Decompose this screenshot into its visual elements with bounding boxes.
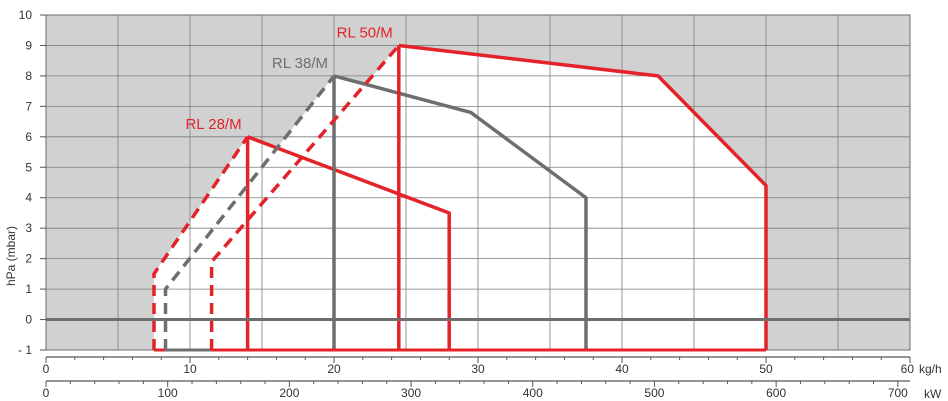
max-output-envelope [333, 74, 588, 350]
x-primary-tick-label: 40 [615, 362, 629, 376]
x-secondary-tick-label: 300 [401, 386, 421, 400]
y-tick-label: 4 [25, 191, 32, 205]
min-output-boundary [163, 74, 336, 350]
series-layer: RL 28/M RL 38/M RL 50/M [152, 24, 768, 352]
min-output-boundary [209, 44, 401, 350]
y-tick-label: 5 [25, 160, 32, 174]
x-primary-tick-label: 0 [43, 362, 50, 376]
y-tick-label: 3 [25, 221, 32, 235]
series-2: RL 50/M [209, 24, 768, 352]
x-secondary-unit: kW [924, 387, 942, 401]
y-tick-label: 2 [25, 252, 32, 266]
y-tick-label: 8 [25, 69, 32, 83]
x-secondary-tick-label: 600 [766, 386, 786, 400]
x-secondary-tick-label: 500 [644, 386, 664, 400]
x-primary-tick-label: 20 [327, 362, 341, 376]
x-secondary-tick-label: 0 [43, 386, 50, 400]
x-primary-tick-label: 50 [759, 362, 773, 376]
x-secondary-tick-label: 700 [888, 386, 908, 400]
y-tick-label: 7 [25, 99, 32, 113]
y-tick-label: 9 [25, 38, 32, 52]
series-label: RL 38/M [272, 55, 328, 72]
y-tick-label: - 1 [18, 343, 32, 357]
y-tick-label: 0 [25, 313, 32, 327]
x-primary-tick-label: 30 [471, 362, 485, 376]
min-output-boundary [152, 135, 250, 350]
x-secondary-tick-label: 200 [279, 386, 299, 400]
y-axis-label: hPa (mbar) [4, 226, 18, 286]
y-tick-label: 1 [25, 282, 32, 296]
x-secondary-tick-label: 400 [523, 386, 543, 400]
y-tick-label: 10 [19, 8, 33, 22]
max-output-envelope [246, 135, 451, 350]
x-primary-tick-label: 60 [901, 362, 915, 376]
max-output-envelope [398, 43, 768, 350]
y-tick-label: 6 [25, 130, 32, 144]
series-label: RL 28/M [185, 116, 241, 133]
series-label: RL 50/M [337, 24, 393, 41]
x-secondary-tick-label: 100 [158, 386, 178, 400]
x-primary-tick-label: 10 [183, 362, 197, 376]
x-primary-unit: kg/h [919, 362, 942, 376]
